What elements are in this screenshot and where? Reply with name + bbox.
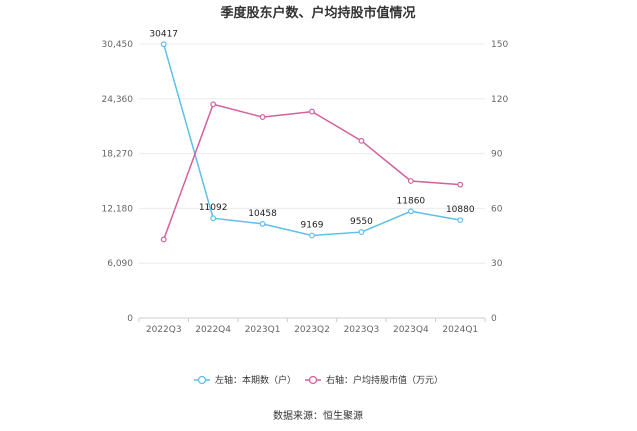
data-point — [160, 236, 167, 243]
left-tick-label: 24,360 — [102, 95, 134, 105]
x-tick-label: 2024Q1 — [442, 325, 478, 335]
data-label: 11092 — [199, 203, 228, 213]
data-label: 10880 — [446, 205, 475, 215]
legend-label: 右轴：户均持股市值（万元） — [326, 374, 443, 386]
x-tick-label: 2023Q4 — [393, 325, 429, 335]
data-label: 30417 — [149, 29, 178, 39]
data-point — [259, 220, 266, 227]
left-tick-label: 12,180 — [102, 204, 134, 214]
right-tick-label: 0 — [491, 314, 497, 324]
data-point — [358, 229, 365, 235]
grid-lines — [139, 43, 485, 319]
x-tick-label: 2023Q1 — [245, 325, 281, 335]
data-point — [457, 181, 464, 188]
right-tick-label: 90 — [491, 150, 503, 160]
x-tick-label: 2022Q4 — [195, 325, 231, 335]
series-lines — [160, 41, 464, 243]
data-label: 11860 — [397, 196, 426, 206]
right-tick-label: 60 — [491, 204, 503, 214]
axes: 0 6,090 12,180 18,270 24,360 30,450 0 30 60 90 120… — [102, 40, 509, 335]
x-tick-label: 2022Q3 — [146, 325, 182, 335]
right-tick-label: 120 — [491, 95, 508, 105]
data-point — [358, 137, 365, 144]
chart-title: 季度股东户数、户均持股市值情况 — [219, 5, 415, 21]
left-tick-label: 18,270 — [102, 150, 134, 160]
data-point — [407, 178, 414, 184]
x-tick-label: 2023Q3 — [344, 325, 380, 335]
data-point — [259, 114, 266, 120]
data-point — [210, 101, 217, 108]
data-label: 10458 — [248, 209, 277, 219]
source-note: 数据来源：恒生聚源 — [273, 409, 363, 422]
data-point — [457, 217, 464, 223]
left-tick-label: 30,450 — [102, 40, 134, 50]
data-point — [407, 208, 414, 215]
left-tick-label: 6,090 — [107, 259, 133, 269]
right-tick-label: 30 — [491, 259, 503, 269]
legend-marker-icon — [308, 375, 318, 385]
legend-marker-icon — [197, 375, 207, 385]
legend: 左轴：本期数（户） 右轴：户均持股市值（万元） — [194, 374, 443, 386]
data-point — [309, 232, 315, 239]
right-tick-label: 150 — [491, 40, 508, 50]
data-point — [309, 108, 315, 115]
left-tick-label: 0 — [127, 314, 133, 324]
data-point — [210, 215, 217, 222]
legend-label: 左轴：本期数（户） — [215, 374, 296, 386]
series-line-right — [163, 103, 461, 240]
data-labels: 30417 11092 10458 9169 9550 11860 10880 — [149, 29, 474, 230]
x-tick-label: 2023Q2 — [294, 325, 330, 335]
data-label: 9550 — [350, 217, 373, 227]
data-point — [160, 41, 167, 48]
data-label: 9169 — [301, 220, 324, 230]
